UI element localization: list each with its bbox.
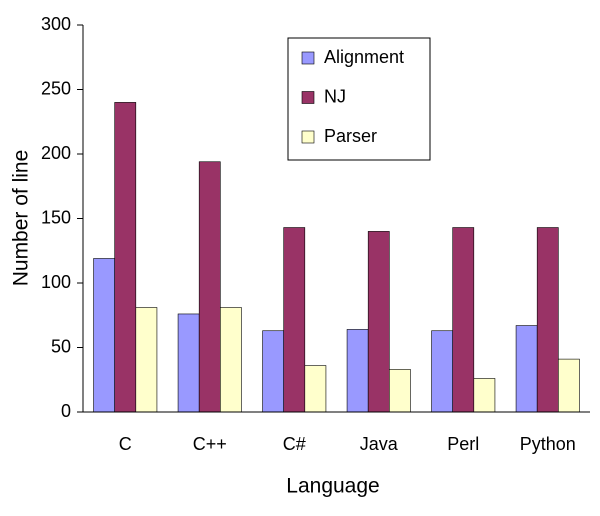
bar	[220, 307, 242, 413]
bar	[346, 329, 369, 413]
legend-label: Parser	[324, 126, 377, 146]
bar	[135, 307, 158, 413]
x-tick-label: C++	[193, 434, 227, 454]
bar	[93, 258, 115, 413]
legend-swatch	[301, 51, 315, 65]
x-tick-label: Java	[360, 434, 399, 454]
x-tick-label: C	[119, 434, 132, 454]
x-tick-label: Python	[520, 434, 576, 454]
y-tick-label: 0	[61, 401, 71, 421]
bar	[367, 231, 390, 413]
y-tick-label: 50	[51, 336, 71, 356]
bar	[473, 378, 496, 413]
y-tick-label: 100	[41, 272, 71, 292]
bar	[114, 102, 137, 413]
bar	[515, 325, 538, 413]
x-tick-label: Perl	[447, 434, 479, 454]
y-tick-label: 150	[41, 207, 71, 227]
y-axis-title: Number of line	[10, 150, 33, 287]
y-tick-label: 250	[41, 78, 71, 98]
bar	[177, 313, 200, 413]
bar	[198, 161, 221, 413]
y-tick-label: 200	[41, 143, 71, 163]
bar	[304, 365, 327, 413]
bar	[389, 369, 411, 413]
legend-swatch	[301, 91, 315, 104]
bar	[431, 330, 453, 413]
legend-label: Alignment	[324, 47, 404, 67]
legend-label: NJ	[324, 86, 346, 106]
bar	[558, 358, 580, 413]
bar	[452, 227, 475, 413]
x-axis-title: Language	[286, 475, 379, 498]
bar	[262, 330, 284, 413]
bar	[283, 227, 306, 413]
bar	[536, 227, 559, 413]
y-tick-label: 300	[41, 14, 71, 34]
legend-swatch	[301, 130, 315, 144]
x-tick-label: C#	[283, 434, 306, 454]
